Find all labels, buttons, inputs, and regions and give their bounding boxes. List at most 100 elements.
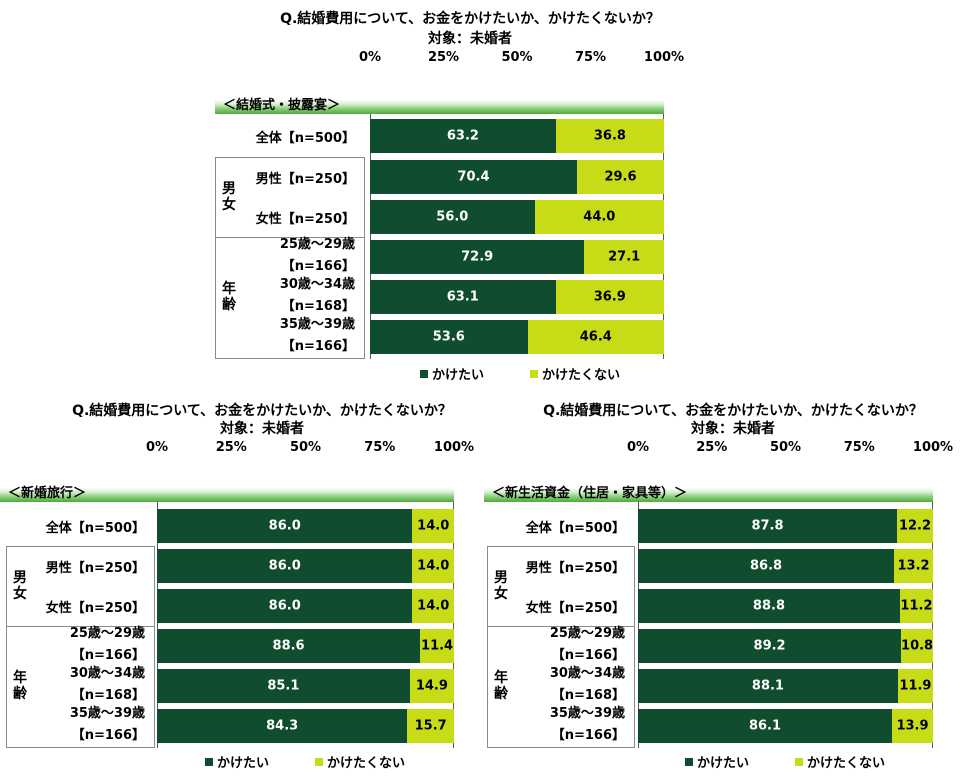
chart-2-tick-label: 50% xyxy=(289,440,322,455)
chart-1-subtitle: 対象：未婚者 xyxy=(428,31,512,47)
chart-2-bar-row: 84.3 15.7 xyxy=(157,709,454,743)
chart-1-row-label-line: 女性【n=250】 xyxy=(255,212,355,227)
chart-3-legend-item: かけたくない xyxy=(795,752,885,771)
chart-1-bar-spend xyxy=(370,200,535,234)
chart-1-data-label: 27.1 xyxy=(608,249,641,265)
chart-2-data-label: 88.6 xyxy=(272,638,305,654)
chart-3-data-label: 13.9 xyxy=(896,718,929,734)
chart-3-data-label: 86.1 xyxy=(748,718,782,734)
chart-2-tick-label: 25% xyxy=(215,440,247,455)
chart-1-legend-swatch xyxy=(530,369,539,378)
chart-3-bar-row: 86.1 13.9 xyxy=(638,709,933,743)
chart-2-section-label: ＜新婚旅行＞ xyxy=(8,486,87,501)
chart-1-row-label-line: 【n=166】 xyxy=(281,259,355,274)
chart-1-title: Q.結婚費用について、お金をかけたいか、かけたくないか？ xyxy=(280,11,660,27)
chart-1-section-label: ＜結婚式・披露宴＞ xyxy=(223,98,341,113)
chart-1-bar-spend xyxy=(370,320,528,354)
chart-1-group-label-gender: 男女 xyxy=(222,181,236,213)
chart-3-data-label: 13.2 xyxy=(897,558,930,574)
chart-2-bar-row: 86.0 14.0 xyxy=(157,509,454,543)
chart-2-tick-label: 0% xyxy=(145,440,169,455)
chart-2-bar-spend xyxy=(157,629,421,663)
chart-1-bar-nospend xyxy=(527,320,664,354)
chart-1-data-label: 53.6 xyxy=(432,329,465,345)
chart-3-data-label: 12.2 xyxy=(898,518,932,534)
chart-2-gender-group-box xyxy=(6,546,155,628)
chart-1-data-label: 44.0 xyxy=(583,209,616,225)
chart-2-legend-label: かけたい xyxy=(217,756,270,771)
chart-2-bar-nospend xyxy=(412,509,454,543)
chart-2-bar-row: 86.0 14.0 xyxy=(157,549,454,583)
chart-3-bar-spend xyxy=(638,709,892,743)
chart-1-legend-label: かけたい xyxy=(432,368,485,383)
chart-3-data-label: 11.9 xyxy=(899,678,932,694)
chart-1-legend-swatch xyxy=(420,369,428,378)
chart-2-data-label: 14.9 xyxy=(415,678,448,694)
chart-1-row-label-line: 全体【n=500】 xyxy=(255,131,355,146)
chart-1-bar-row: 63.2 36.8 xyxy=(370,119,664,153)
chart-2-legend-item: かけたい xyxy=(205,752,269,771)
chart-1-data-label: 46.4 xyxy=(579,329,612,345)
chart-2-bar-spend xyxy=(157,509,413,543)
chart-2-bar-nospend xyxy=(412,549,454,583)
chart-2-data-label: 14.0 xyxy=(417,558,450,574)
chart-2-data-label: 86.0 xyxy=(268,518,301,534)
chart-3-bar-nospend xyxy=(899,589,933,623)
chart-1-data-label: 70.4 xyxy=(457,169,490,185)
chart-3-data-label: 88.8 xyxy=(752,598,786,614)
chart-3-bar-spend xyxy=(638,589,900,623)
chart-1-tick-label: 0% xyxy=(358,50,382,65)
chart-2-row-label-line: 30歳～34歳 xyxy=(69,666,145,681)
chart-3-tick-label: 25% xyxy=(696,440,728,455)
chart-3-row-label-line: 30歳～34歳 xyxy=(549,666,625,681)
chart-1-bar-row: 70.4 29.6 xyxy=(370,160,664,194)
chart-1-row-label-line: 【n=166】 xyxy=(281,339,355,354)
chart-3-group-label-age: 年齢 xyxy=(494,670,508,702)
chart-3-bar-nospend xyxy=(891,709,933,743)
chart-2-data-label: 86.0 xyxy=(268,598,301,614)
chart-3-bar-row: 87.8 12.2 xyxy=(638,509,933,543)
chart-1-row-label-line: 25歳～29歳 xyxy=(279,237,355,252)
chart-2-legend-item: かけたくない xyxy=(315,752,405,771)
chart-1-plot-frame xyxy=(370,114,664,359)
chart-1-row-label-line: 30歳～34歳 xyxy=(279,277,355,292)
chart-1-data-label: 36.8 xyxy=(593,128,626,144)
chart-1-data-label: 63.2 xyxy=(446,128,479,144)
chart-1-bar-row: 72.9 27.1 xyxy=(370,240,664,274)
chart-2-bar-nospend xyxy=(407,709,454,743)
chart-2-row-label-line: 35歳～39歳 xyxy=(69,706,145,721)
chart-1-tick-label: 100% xyxy=(643,50,685,65)
chart-2-legend: かけたい かけたくない xyxy=(205,752,445,771)
chart-2-row-label-line: 男性【n=250】 xyxy=(45,561,145,576)
chart-3-row-label-line: 25歳～29歳 xyxy=(549,626,625,641)
chart-3-bar-spend xyxy=(638,509,897,543)
chart-3-row-label-line: 【n=166】 xyxy=(551,728,625,743)
chart-3-bar-row: 88.1 11.9 xyxy=(638,669,933,703)
chart-3-data-label: 11.2 xyxy=(900,598,933,614)
chart-3-bar-nospend xyxy=(894,549,933,583)
chart-1-bar-spend xyxy=(370,160,577,194)
chart-2-bar-spend xyxy=(157,589,413,623)
chart-2-row-label-line: 【n=166】 xyxy=(71,648,145,663)
chart-2-legend-swatch xyxy=(205,757,213,766)
chart-2-bar-spend xyxy=(157,709,408,743)
chart-3-bar-spend xyxy=(638,669,898,703)
chart-3-bar-nospend xyxy=(897,509,933,543)
chart-1-age-group-box xyxy=(215,237,365,359)
chart-1-data-label: 63.1 xyxy=(446,289,479,305)
chart-1-legend-label: かけたくない xyxy=(542,368,621,383)
chart-1-row-label: 男性【n=250】 xyxy=(256,169,355,191)
chart-1-row-label: 35歳～39歳 【n=166】 xyxy=(280,314,355,358)
chart-2-bar-row: 88.6 11.4 xyxy=(157,629,454,663)
chart-3-row-label-line: 【n=168】 xyxy=(551,688,625,703)
chart-1-row-label: 全体【n=500】 xyxy=(256,128,355,150)
chart-1-data-label: 72.9 xyxy=(461,249,494,265)
chart-2-bar-row: 85.1 14.9 xyxy=(157,669,454,703)
chart-1-bar-row: 56.0 44.0 xyxy=(370,200,664,234)
chart-2-bar-nospend xyxy=(412,589,454,623)
chart-1-legend: かけたい かけたくない xyxy=(420,364,660,383)
chart-3-legend-item: かけたい xyxy=(685,752,749,771)
chart-3-legend-label: かけたくない xyxy=(807,756,886,771)
chart-1-bar-nospend xyxy=(584,240,664,274)
chart-1-bar-row: 53.6 46.4 xyxy=(370,320,664,354)
